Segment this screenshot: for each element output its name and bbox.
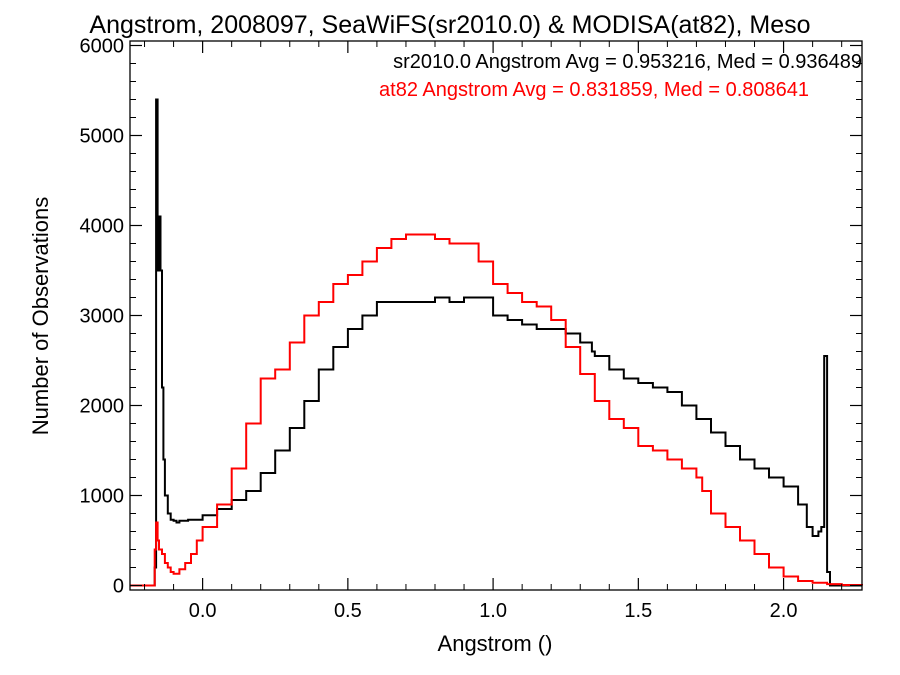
y-tick-label: 4000 (80, 216, 125, 238)
series-layer (130, 98, 863, 587)
plot-area (129, 40, 863, 591)
y-tick-label: 2000 (80, 396, 125, 418)
y-tick-label: 1000 (80, 486, 125, 508)
chart-title: Angstrom, 2008097, SeaWiFS(sr2010.0) & M… (89, 11, 810, 39)
y-tick-label: 6000 (80, 36, 125, 58)
x-axis-label: Angstrom () (438, 631, 553, 656)
y-tick-label: 0 (113, 576, 124, 598)
series-line-1 (130, 233, 863, 587)
x-tick-label: 0.5 (334, 600, 362, 622)
x-tick-label: 2.0 (770, 600, 798, 622)
ticks-layer (130, 41, 862, 590)
tick-labels: 0.0 0.5 1.0 1.5 2.0 0 1000 2000 3000 4000 5000 6000 (80, 36, 798, 623)
annotation-red-stats: at82 Angstrom Avg = 0.831859, Med = 0.80… (379, 79, 809, 101)
x-tick-label: 1.5 (624, 600, 652, 622)
annotation-black-stats: sr2010.0 Angstrom Avg = 0.953216, Med = … (393, 51, 862, 73)
x-tick-label: 1.0 (479, 600, 507, 622)
y-tick-label: 3000 (80, 306, 125, 328)
y-tick-label: 5000 (80, 126, 125, 148)
x-tick-label: 0.0 (189, 600, 217, 622)
y-axis-label: Number of Observations (28, 197, 53, 435)
series-line-0 (130, 98, 862, 587)
